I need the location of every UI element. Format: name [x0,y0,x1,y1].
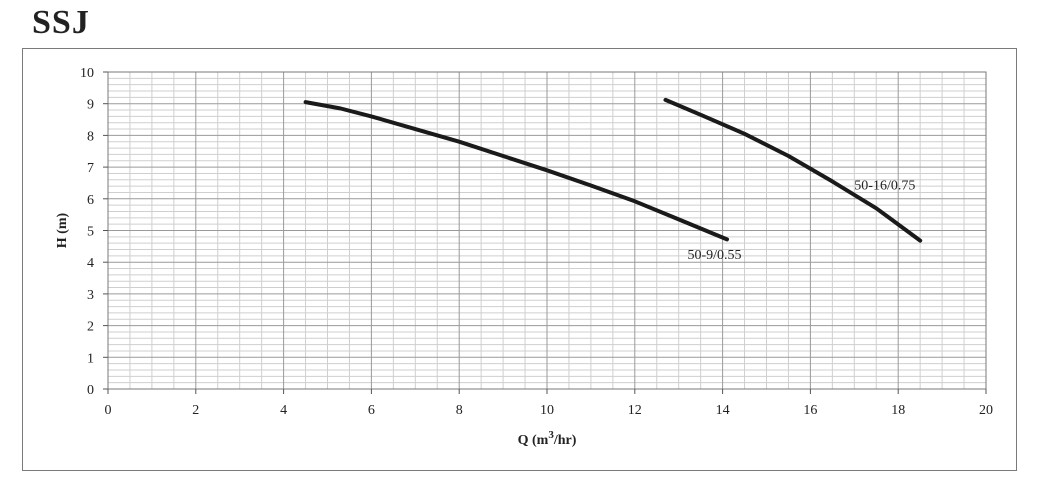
y-tick-label: 2 [87,320,94,335]
x-axis-label-tail: /hr) [553,433,577,448]
series-line [303,100,729,242]
y-tick-label: 1 [87,351,94,366]
y-tick-label: 9 [87,98,94,113]
annotations: 50-16/0.75 50-9/0.55 [687,178,915,263]
x-tick-label: 8 [456,403,463,418]
series-line [663,97,923,243]
x-axis-label-main: Q (m [518,433,549,448]
brand-title: SSJ [32,4,90,41]
y-tick-label: 0 [87,383,94,398]
y-tick-label: 7 [87,161,94,176]
y-tick-label: 5 [87,225,94,240]
x-tick-label: 20 [979,403,993,418]
curve-annotation: 50-16/0.75 [854,178,915,193]
x-tick-label: 10 [540,403,554,418]
x-tick-label: 18 [891,403,905,418]
y-axis-label: H (m) [55,212,70,248]
x-tick-label: 16 [803,403,817,418]
y-tick-label: 10 [80,66,94,81]
x-tick-label: 14 [716,403,730,418]
curve-annotation: 50-9/0.55 [687,248,741,263]
x-tick-label: 12 [628,403,642,418]
y-tick-label: 6 [87,193,94,208]
x-tick-label: 6 [368,403,375,418]
x-tick-label: 0 [105,403,112,418]
y-tick-label: 8 [87,129,94,144]
x-tick-label: 2 [192,403,199,418]
y-tick-label: 4 [87,256,94,271]
series-group [303,97,923,243]
y-axis-ticks: 0 1 2 3 4 5 6 7 8 9 10 [80,66,108,398]
chart-frame [22,48,1017,471]
x-axis-label-superscript: 3 [548,429,554,441]
x-tick-label: 4 [280,403,287,418]
y-tick-label: 3 [87,288,94,303]
x-axis-label: Q (m3/hr) [518,429,577,448]
x-axis-ticks: 0 2 4 6 8 10 12 14 16 18 20 [105,389,993,418]
